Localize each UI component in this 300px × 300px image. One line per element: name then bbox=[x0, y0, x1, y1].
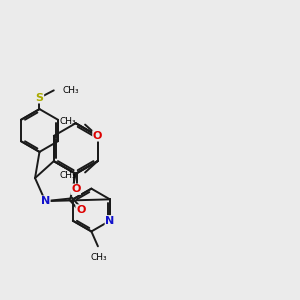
Text: O: O bbox=[93, 131, 102, 141]
Text: O: O bbox=[71, 184, 80, 194]
Text: CH₃: CH₃ bbox=[59, 171, 76, 180]
Text: S: S bbox=[35, 93, 44, 103]
Text: N: N bbox=[41, 196, 50, 206]
Text: O: O bbox=[76, 205, 86, 215]
Text: N: N bbox=[105, 216, 115, 226]
Text: CH₃: CH₃ bbox=[62, 86, 79, 95]
Text: CH₃: CH₃ bbox=[59, 117, 76, 126]
Text: CH₃: CH₃ bbox=[90, 253, 107, 262]
